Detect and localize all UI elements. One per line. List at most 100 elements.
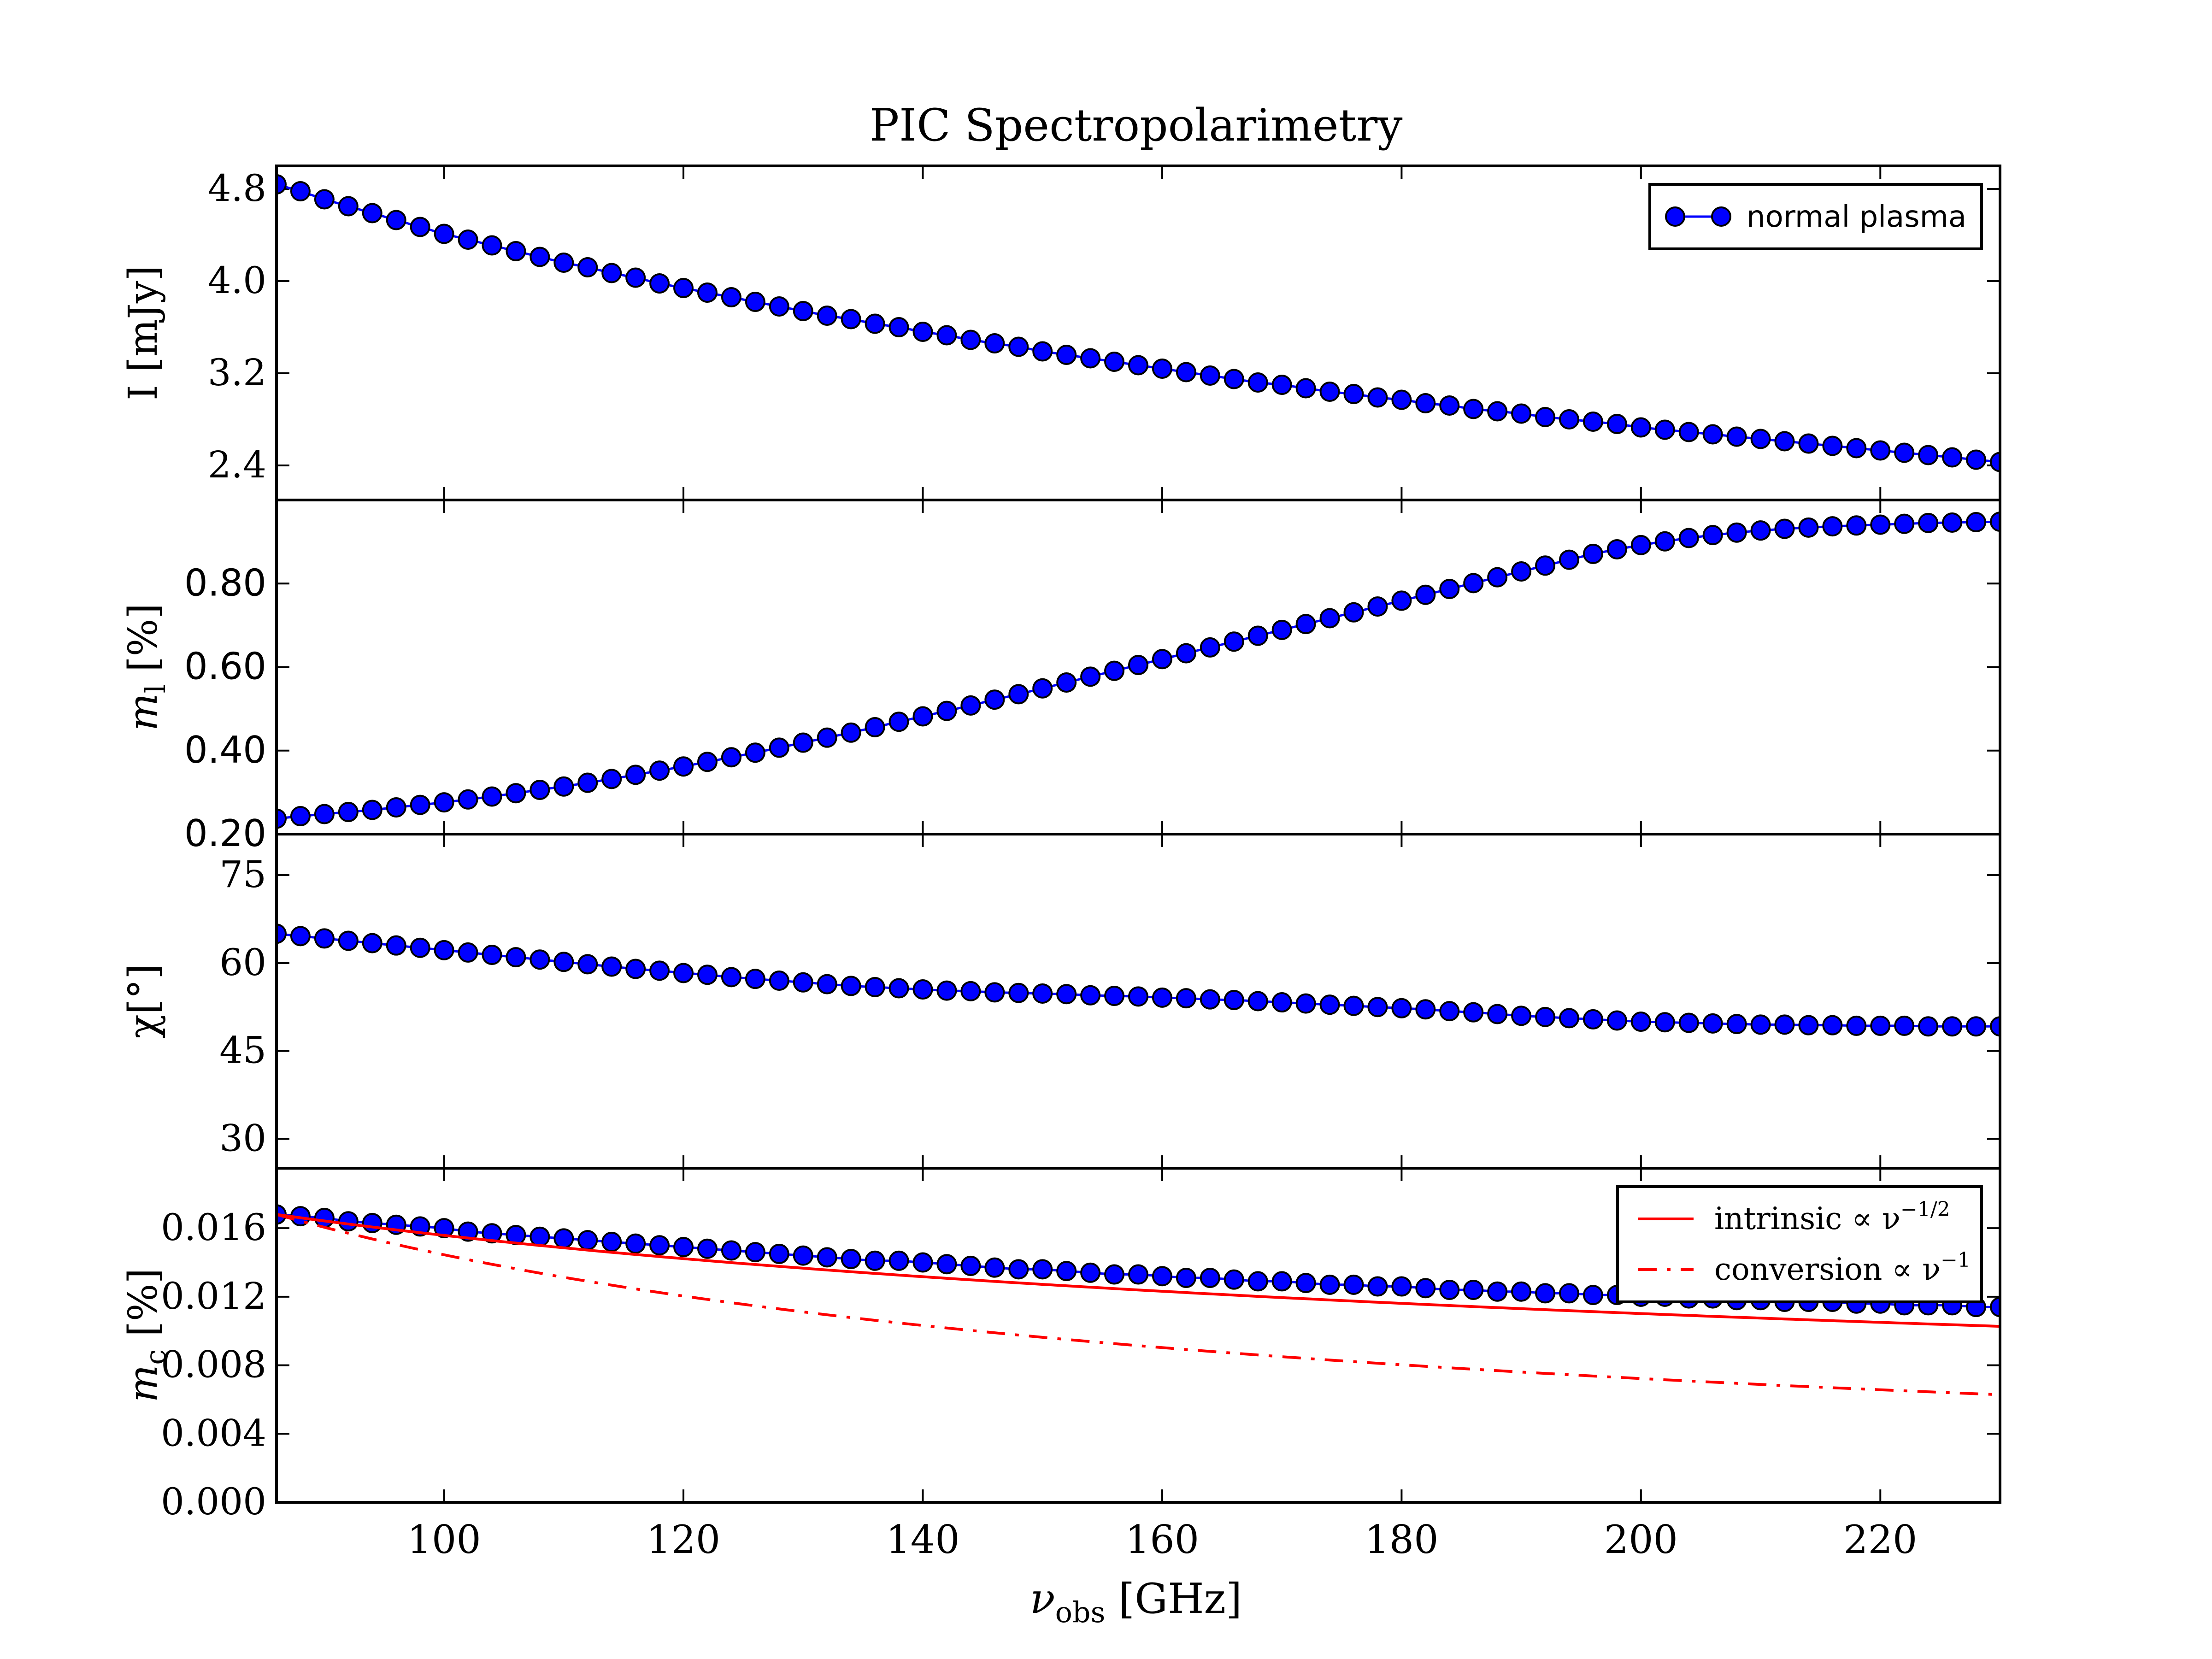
data-point (410, 937, 430, 958)
data-point (625, 267, 646, 288)
y-axis-label-unit: [°] (120, 964, 166, 1014)
data-point (1487, 1281, 1508, 1302)
intrinsic-curve (276, 1213, 2000, 1328)
data-point (314, 928, 335, 949)
data-point (1343, 602, 1364, 623)
data-point (1152, 1266, 1172, 1287)
legend-label-main: normal plasma (1747, 200, 1966, 234)
legend-marker (1711, 206, 1731, 227)
data-point (1463, 1279, 1484, 1300)
data-point (506, 947, 526, 968)
legend-label-sup: −1 (1941, 1248, 1971, 1272)
data-point (1056, 984, 1077, 1005)
y-axis-label-main: I (120, 385, 166, 400)
data-point (697, 752, 718, 772)
data-point (1894, 513, 1915, 534)
data-point (458, 229, 478, 250)
data-point (434, 1218, 454, 1239)
data-point (673, 963, 694, 983)
data-point (1295, 614, 1316, 635)
data-point (960, 329, 981, 350)
data-point (1463, 573, 1484, 594)
data-point (1990, 452, 2000, 472)
data-point (386, 797, 406, 818)
data-point (1583, 1285, 1603, 1306)
legend-label-main: intrinsic ∝ ν (1714, 1201, 1900, 1236)
data-point (1583, 1009, 1603, 1030)
data-point (912, 979, 933, 1000)
data-point (769, 1243, 789, 1264)
data-point (1606, 414, 1627, 434)
data-point (1080, 1262, 1101, 1283)
x-tick-label: 160 (1125, 1517, 1199, 1562)
data-point (1032, 341, 1053, 362)
y-tick-label: 0.016 (161, 1206, 266, 1249)
data-point (1990, 1016, 2000, 1037)
data-point (1343, 995, 1364, 1016)
data-point (841, 976, 861, 996)
data-point (553, 253, 574, 273)
data-point (1415, 584, 1436, 605)
data-point (888, 978, 909, 999)
data-point (984, 333, 1005, 353)
data-point (769, 296, 789, 317)
data-point (1391, 1276, 1412, 1297)
data-point (1439, 1279, 1460, 1300)
data-point (1104, 352, 1125, 372)
data-point (1726, 522, 1747, 543)
x-axis-label: νobs [GHz] (1030, 1575, 1242, 1629)
data-point (936, 325, 957, 346)
data-point (1702, 424, 1723, 445)
y-tick-label: 0.40 (184, 729, 266, 771)
data-point (290, 806, 311, 827)
data-point (434, 792, 454, 813)
data-point (721, 967, 741, 988)
data-point (1080, 985, 1101, 1006)
data-point (338, 196, 359, 217)
y-axis-label-sub: l (140, 684, 172, 693)
data-point (769, 737, 789, 758)
data-point (553, 952, 574, 972)
data-point (817, 1247, 837, 1268)
data-point (1176, 1267, 1196, 1288)
data-point (793, 1245, 813, 1266)
data-point (553, 1228, 574, 1249)
data-point (1104, 1264, 1125, 1285)
data-point (1654, 419, 1675, 440)
data-point (888, 712, 909, 732)
data-point (1894, 442, 1915, 463)
data-point (1056, 345, 1077, 365)
conversion-curve (276, 1213, 2000, 1396)
y-tick-label: 0.008 (161, 1343, 266, 1386)
data-point (697, 1238, 718, 1259)
data-point (936, 700, 957, 721)
data-point (1726, 426, 1747, 447)
data-point (912, 706, 933, 727)
data-point (290, 181, 311, 201)
series-group (276, 174, 2000, 472)
data-point (434, 224, 454, 244)
data-point (745, 969, 765, 989)
data-point (1415, 999, 1436, 1020)
data-point (1176, 362, 1196, 382)
chart-title: PIC Spectropolarimetry (870, 100, 1403, 151)
data-point (1942, 1016, 1963, 1037)
series-group (276, 924, 2000, 1037)
data-point (984, 982, 1005, 1003)
data-point (1798, 1015, 1819, 1035)
data-point (1319, 608, 1340, 629)
data-point (673, 278, 694, 298)
data-point (529, 949, 550, 970)
y-axis-label: I [mJy] (120, 265, 166, 400)
data-point (625, 765, 646, 785)
data-point (529, 1226, 550, 1247)
data-point (458, 789, 478, 810)
data-point (1271, 1271, 1292, 1292)
data-point (338, 1211, 359, 1232)
data-point (1247, 372, 1268, 393)
data-point (625, 959, 646, 979)
data-point (1583, 412, 1603, 432)
data-point (1295, 1273, 1316, 1294)
data-point (1606, 1010, 1627, 1031)
data-point (960, 1255, 981, 1276)
